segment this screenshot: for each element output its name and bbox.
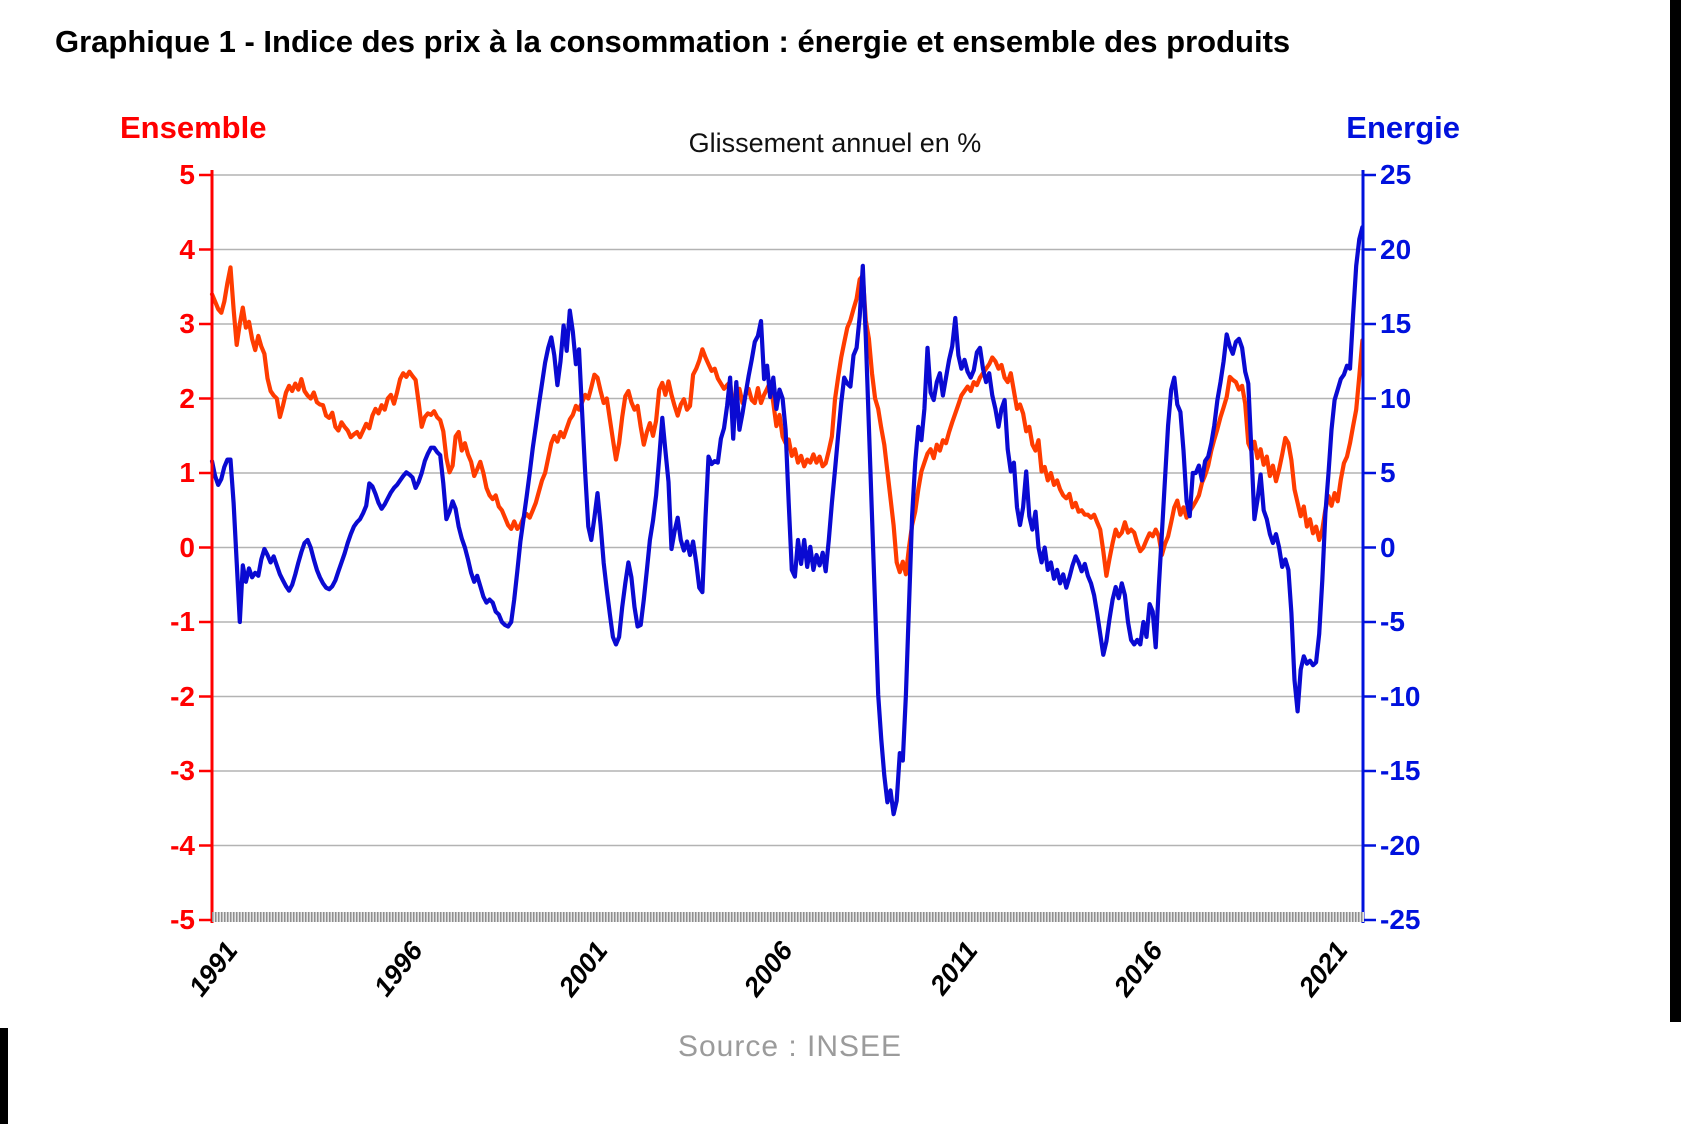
bottom-left-black-bar — [0, 1028, 8, 1124]
right-axis-tick-label: 10 — [1380, 382, 1412, 414]
left-axis-tick-label: 4 — [179, 233, 195, 265]
left-axis-tick-label: 1 — [179, 457, 195, 488]
right-axis-tick-label: -5 — [1380, 606, 1405, 637]
right-axis-tick-label: 0 — [1380, 531, 1396, 563]
right-axis-tick-label: 25 — [1380, 159, 1412, 190]
left-axis-tick-label: 0 — [179, 531, 195, 563]
right-axis-tick-label: -20 — [1380, 829, 1421, 861]
right-axis-tick-label: -15 — [1380, 755, 1421, 786]
left-axis-tick-label: 2 — [179, 382, 195, 414]
left-axis-tick-label: -4 — [170, 829, 195, 861]
source-caption: Source : INSEE — [677, 1030, 903, 1063]
right-axis-tick-label: 20 — [1380, 233, 1412, 265]
left-axis-tick-label: -5 — [170, 904, 195, 935]
right-edge-black-bar — [1670, 0, 1681, 1022]
legend-ensemble-label: Ensemble — [120, 110, 267, 145]
ensemble-line — [209, 265, 1365, 578]
legend-energie-label: Energie — [1346, 110, 1460, 145]
chart-title: Graphique 1 - Indice des prix à la conso… — [55, 24, 1291, 59]
x-axis-minor-tick-band — [212, 912, 1364, 922]
left-axis-tick-label: -2 — [170, 680, 195, 712]
right-axis-tick-label: 15 — [1380, 308, 1412, 339]
right-axis-tick-label: -25 — [1380, 904, 1421, 935]
left-axis-tick-label: 5 — [179, 159, 195, 190]
right-axis-tick-label: 5 — [1380, 457, 1396, 488]
left-axis-tick-label: -1 — [170, 606, 195, 637]
chart-subtitle: Glissement annuel en % — [688, 128, 982, 158]
left-axis-tick-label: 3 — [179, 308, 195, 339]
right-axis-tick-label: -10 — [1380, 680, 1421, 712]
left-axis-tick-label: -3 — [170, 755, 195, 786]
energie-line — [209, 225, 1365, 817]
